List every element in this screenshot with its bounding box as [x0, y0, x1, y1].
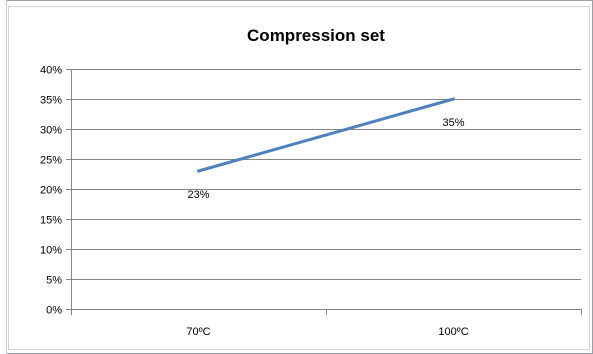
- y-tick-label: 25%: [40, 155, 62, 167]
- series-line: [197, 97, 455, 173]
- axes: [66, 69, 582, 315]
- gridlines: [71, 69, 581, 280]
- y-tick-label: 20%: [40, 185, 62, 197]
- y-axis-tick-labels: 0% 5% 10% 15% 20% 25% 30% 35% 40%: [40, 65, 62, 317]
- y-tick-label: 5%: [46, 275, 62, 287]
- chart-title: Compression set: [247, 26, 385, 45]
- data-label: 23%: [187, 189, 209, 201]
- x-tick-label: 100ºC: [438, 326, 468, 338]
- y-tick-label: 40%: [40, 65, 62, 77]
- data-label: 35%: [442, 117, 464, 129]
- x-axis-tick-labels: 70ºC 100ºC: [186, 326, 468, 338]
- x-tick-label: 70ºC: [186, 326, 210, 338]
- y-tick-label: 15%: [40, 215, 62, 227]
- y-tick-label: 10%: [40, 245, 62, 257]
- data-labels: 23% 35%: [187, 117, 464, 201]
- series-lines: [197, 97, 455, 173]
- y-tick-label: 30%: [40, 125, 62, 137]
- y-tick-label: 0%: [46, 305, 62, 317]
- line-chart: Compression set 0% 5% 10% 15% 20% 25% 30% 35% 40…: [40, 26, 582, 338]
- left-panel-edge: [0, 0, 7, 354]
- y-tick-label: 35%: [40, 95, 62, 107]
- chart-area[interactable]: Compression set 0% 5% 10% 15% 20% 25% 30% 35% 40…: [8, 6, 590, 350]
